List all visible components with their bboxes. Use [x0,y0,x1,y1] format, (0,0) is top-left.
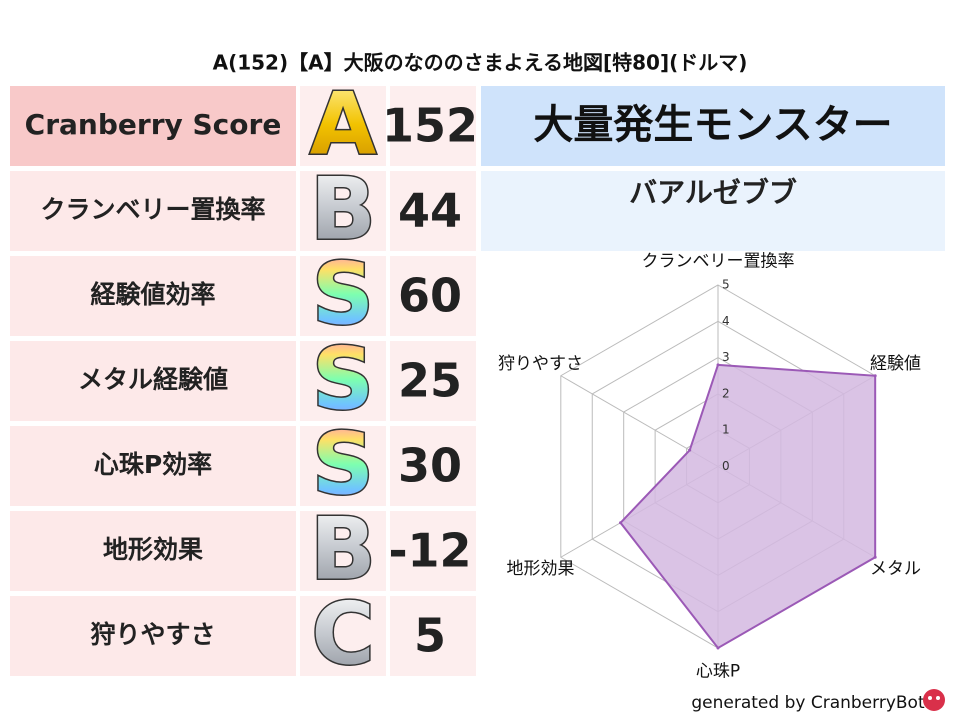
axis-label: 経験値 [870,354,921,374]
label-cell [10,171,296,251]
grade-letter: C [311,584,374,684]
r-tick-label: 3 [722,350,730,364]
label-cell [10,86,296,166]
r-tick-label: 1 [722,423,730,437]
axis-label: 地形効果 [506,559,574,579]
label-cell [10,341,296,421]
row-label: メタル経験値 [78,365,228,394]
score-cell [390,511,476,591]
score-cell [390,171,476,251]
score-cell [390,341,476,421]
r-tick-label: 0 [722,459,730,473]
score-value: 5 [414,609,446,663]
grade-cell [300,511,386,591]
grade-letter: B [310,499,376,599]
grade-letter: S [312,244,374,344]
footer: generated by CranberryBot [691,693,925,713]
score-value: -12 [388,524,471,578]
panel-heading: 大量発生モンスター [533,102,892,148]
panel-monster-bg [481,171,945,251]
row-label: 地形効果 [103,535,203,564]
monster-name: バアルゼブブ [629,176,797,209]
data-point [716,646,720,650]
grade-cell [300,426,386,506]
bot-eye [936,696,940,700]
score-value: 60 [398,269,462,323]
score-value: 152 [382,99,478,153]
axis-label: 狩りやすさ [498,354,583,374]
grade-letter: A [310,74,377,174]
row-label: クランベリー置換率 [40,195,265,224]
grade-letter: S [312,414,374,514]
axis-label: 心珠P [696,662,740,682]
score-cell [390,86,476,166]
axis-label: メタル [870,559,921,579]
label-cell [10,596,296,676]
bot-eye [928,696,932,700]
grade-cell [300,341,386,421]
r-tick-label: 2 [722,386,730,400]
data-point [688,448,692,452]
row-label: 狩りやすさ [90,620,215,649]
grade-cell [300,86,386,166]
score-value: 25 [398,354,462,408]
page-title: A(152)【A】大阪のなののさまよえる地図[特80](ドルマ) [213,51,748,75]
row-label: 経験値効率 [90,280,215,309]
data-point [873,555,877,559]
row-label: 心珠P効率 [94,450,212,479]
label-cell [10,511,296,591]
score-cell [390,426,476,506]
row-label: Cranberry Score [25,108,282,141]
score-value: 30 [398,439,462,493]
grade-cell [300,596,386,676]
grade-cell [300,171,386,251]
label-cell [10,426,296,506]
score-cell [390,596,476,676]
bot-icon [923,689,945,711]
data-point [619,521,623,525]
grade-letter: B [310,159,376,259]
r-tick-label: 4 [722,314,730,328]
grade-cell [300,256,386,336]
data-point [716,363,720,367]
data-point [873,374,877,378]
r-tick-label: 5 [722,278,730,292]
score-cell [390,256,476,336]
score-value: 44 [398,184,462,238]
panel-heading-bg [481,86,945,166]
label-cell [10,256,296,336]
axis-label: クランベリー置換率 [642,252,795,272]
grade-letter: S [312,329,374,429]
score-table: Cranberry Score A 152 クランベリー置換率 B 44 経験値効率 S 60 メ… [10,73,478,686]
